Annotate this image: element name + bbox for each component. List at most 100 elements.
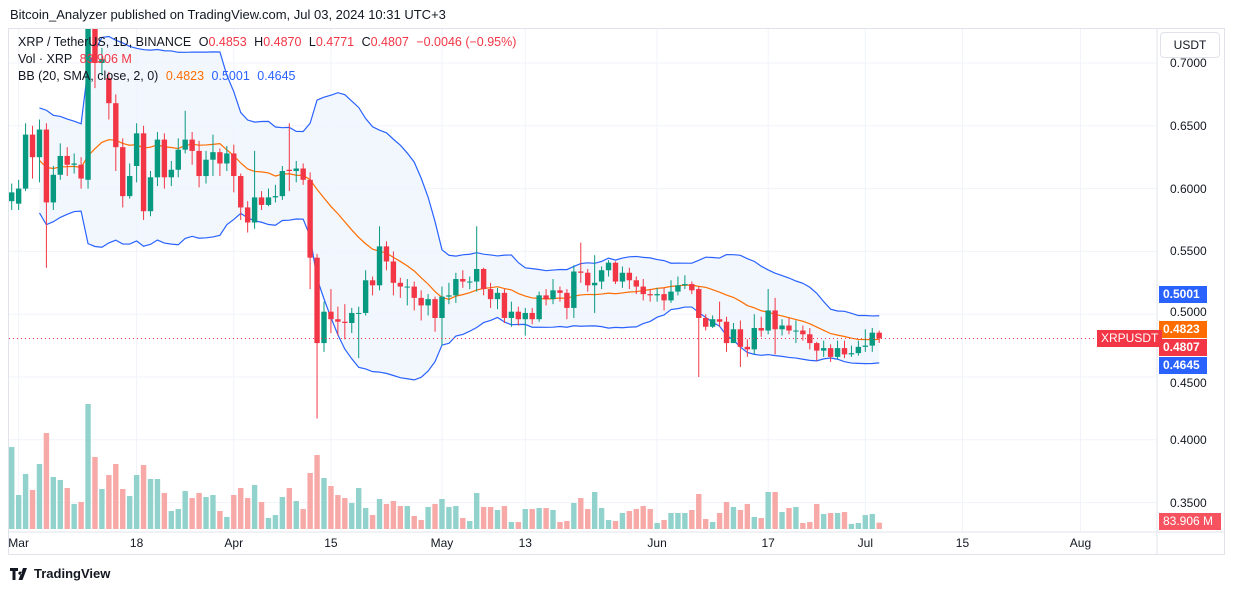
volume-bar bbox=[557, 522, 563, 529]
candle-body bbox=[126, 176, 133, 197]
candle-body bbox=[369, 280, 376, 286]
time-tick-label: 15 bbox=[955, 536, 970, 550]
candle-body bbox=[848, 353, 855, 355]
volume-bar bbox=[460, 518, 466, 529]
volume-bar bbox=[279, 496, 286, 529]
candle-body bbox=[723, 321, 730, 344]
volume-bar bbox=[418, 519, 424, 529]
volume-bar bbox=[640, 505, 646, 529]
volume-bar bbox=[564, 521, 570, 529]
candle-body bbox=[675, 285, 681, 292]
candle-body bbox=[703, 317, 709, 327]
candle-body bbox=[605, 262, 612, 271]
volume-bar bbox=[654, 522, 660, 529]
volume-bar bbox=[15, 495, 22, 529]
change-value: −0.0046 (−0.95%) bbox=[416, 35, 517, 49]
candle-body bbox=[411, 286, 417, 298]
candle-body bbox=[668, 291, 674, 301]
volume-bar bbox=[404, 505, 410, 529]
candle-body bbox=[425, 299, 431, 306]
candle-body bbox=[508, 311, 515, 318]
volume-label: Vol · XRP bbox=[18, 52, 73, 66]
candle-body bbox=[307, 179, 313, 258]
volume-bar bbox=[9, 447, 15, 529]
candle-body bbox=[71, 163, 77, 165]
volume-bar bbox=[723, 502, 730, 529]
volume-bar bbox=[876, 522, 882, 529]
volume-bar bbox=[814, 503, 820, 529]
volume-bar bbox=[314, 455, 320, 529]
candle-body bbox=[133, 133, 140, 166]
currency-button[interactable]: USDT bbox=[1160, 32, 1220, 58]
candle-body bbox=[855, 346, 862, 354]
candle-body bbox=[765, 310, 771, 331]
candle-body bbox=[64, 155, 70, 165]
price-tag: 0.4823 bbox=[1159, 321, 1207, 338]
volume-bar bbox=[605, 519, 612, 529]
time-tick-label: 15 bbox=[324, 536, 338, 550]
candle-body bbox=[203, 159, 209, 177]
candle-body bbox=[591, 282, 598, 286]
candle-body bbox=[564, 292, 570, 308]
volume-bar bbox=[675, 512, 681, 529]
candle-body bbox=[862, 345, 869, 347]
candle-body bbox=[210, 152, 216, 160]
candle-body bbox=[78, 164, 84, 179]
candle-body bbox=[397, 282, 404, 287]
candle-body bbox=[140, 133, 147, 212]
candle-body bbox=[612, 262, 619, 282]
bb-upper-line bbox=[39, 35, 880, 317]
candle-body bbox=[737, 329, 744, 347]
volume-bar bbox=[612, 521, 619, 529]
volume-bar bbox=[307, 472, 313, 529]
open-label: O bbox=[198, 35, 209, 49]
candle-body bbox=[501, 292, 508, 318]
candle-body bbox=[36, 129, 43, 158]
candle-body bbox=[876, 332, 882, 339]
volume-tag: 83.906 M bbox=[1159, 513, 1221, 530]
close-value: 0.4807 bbox=[370, 35, 409, 49]
candle-body bbox=[536, 295, 542, 320]
volume-bar bbox=[224, 516, 230, 529]
volume-bar bbox=[189, 498, 195, 529]
volume-bar bbox=[113, 463, 119, 529]
candle-body bbox=[453, 279, 459, 296]
volume-bar bbox=[786, 508, 792, 529]
volume-bar bbox=[203, 496, 209, 529]
volume-bar bbox=[619, 512, 626, 529]
candle-body bbox=[196, 150, 202, 177]
candle-body bbox=[543, 295, 549, 300]
candle-body bbox=[841, 348, 848, 355]
volume-bar bbox=[78, 502, 84, 529]
candle-body bbox=[529, 312, 535, 320]
volume-bar bbox=[716, 512, 723, 529]
volume-bar bbox=[244, 498, 251, 529]
volume-bar bbox=[841, 512, 848, 529]
candle-body bbox=[342, 321, 348, 323]
tradingview-logo[interactable]: TradingView bbox=[10, 566, 110, 581]
candle-body bbox=[814, 343, 820, 351]
volume-bar bbox=[758, 518, 764, 529]
legend-ohlc: XRP / TetherUS, 1D, BINANCE O0.4853 H0.4… bbox=[18, 35, 520, 50]
volume-bar bbox=[855, 522, 862, 529]
volume-bar bbox=[848, 523, 855, 529]
volume-bar bbox=[99, 489, 105, 529]
volume-bars bbox=[9, 403, 882, 529]
candle-body bbox=[99, 59, 105, 63]
candle-body bbox=[113, 103, 119, 148]
candle-body bbox=[571, 271, 577, 308]
volume-bar bbox=[730, 506, 737, 529]
volume-bar bbox=[626, 511, 633, 529]
volume-bar bbox=[453, 505, 459, 529]
volume-bar bbox=[807, 522, 813, 529]
candle-body bbox=[147, 177, 154, 212]
volume-bar bbox=[126, 495, 133, 529]
volume-bar bbox=[335, 495, 341, 529]
candle-body bbox=[480, 268, 487, 290]
volume-bar bbox=[133, 475, 140, 529]
volume-bar bbox=[661, 519, 667, 529]
volume-bar bbox=[300, 509, 306, 529]
volume-bar bbox=[647, 509, 653, 529]
volume-bar bbox=[356, 488, 362, 529]
